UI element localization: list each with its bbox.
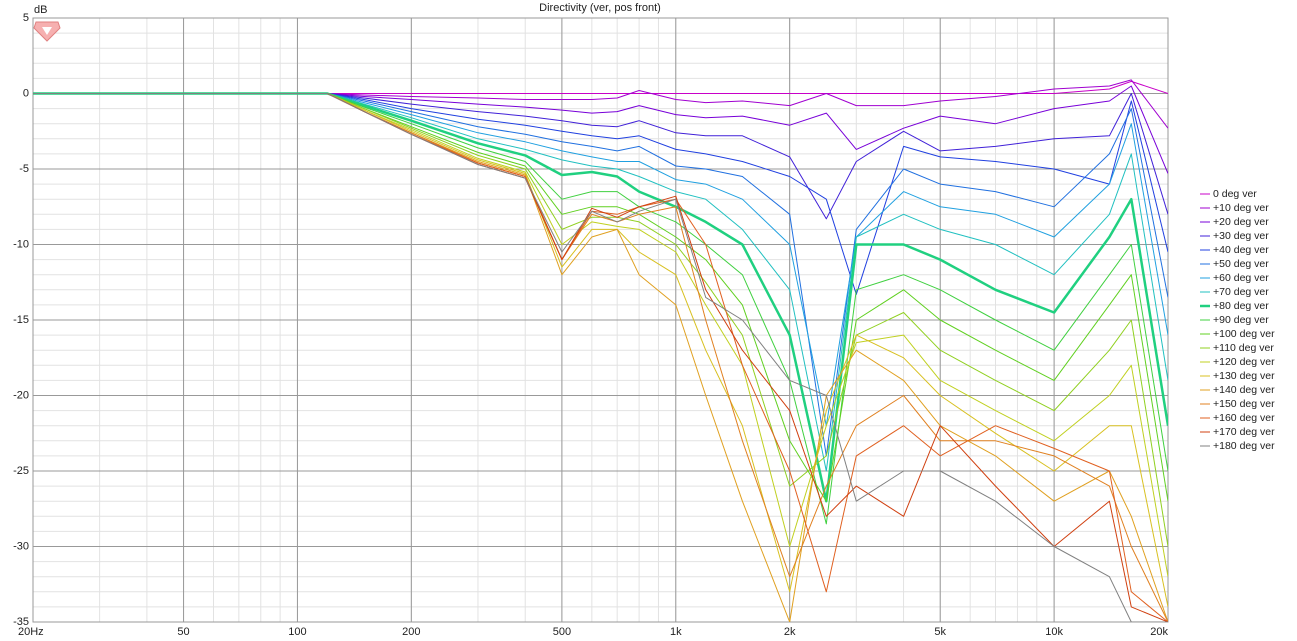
legend-label: +70 deg ver [1213,286,1269,298]
legend-label: +90 deg ver [1213,314,1269,326]
legend-label: +20 deg ver [1213,216,1269,228]
x-tick-label: 10k [1045,626,1063,638]
legend-label: +160 deg ver [1213,412,1275,424]
y-tick-label: -35 [13,616,29,628]
series-line [33,93,1168,472]
x-tick-label: 500 [553,626,571,638]
legend-label: +100 deg ver [1213,328,1275,340]
chart-title: Directivity (ver, pos front) [539,2,661,14]
x-tick-label: 2k [784,626,796,638]
series-line [33,93,1168,295]
series-line [33,93,1168,525]
series-line [33,93,1168,457]
legend-label: +60 deg ver [1213,272,1269,284]
legend-label: +30 deg ver [1213,230,1269,242]
x-tick-label: 20k [1150,626,1168,638]
x-tick-label: 20Hz [18,626,44,638]
series-line [33,93,1168,607]
legend-label: +10 deg ver [1213,202,1269,214]
series-line [33,93,1168,427]
legend-label: +170 deg ver [1213,426,1275,438]
x-tick-label: 5k [934,626,946,638]
series-line [33,93,1168,220]
series-line [33,93,1168,547]
series-line [33,79,1168,129]
legend-label: +180 deg ver [1213,440,1275,452]
y-tick-label: -10 [13,238,29,250]
y-tick-label: -15 [13,314,29,326]
series-lines [33,79,1168,622]
series-line [33,85,1168,174]
y-tick-label: 5 [23,12,29,24]
legend-label: +130 deg ver [1213,370,1275,382]
x-tick-label: 50 [177,626,189,638]
series-line [33,80,1168,94]
legend-label: +50 deg ver [1213,258,1269,270]
x-tick-label: 100 [288,626,306,638]
legend-label: 0 deg ver [1213,188,1257,200]
y-tick-label: -5 [19,163,29,175]
x-tick-label: 200 [402,626,420,638]
legend-label: +140 deg ver [1213,384,1275,396]
y-tick-label: 0 [23,87,29,99]
legend-label: +80 deg ver [1213,300,1269,312]
grid [32,17,1169,623]
y-tick-label: -25 [13,465,29,477]
logo [33,21,61,42]
legend-label: +110 deg ver [1213,342,1274,354]
series-line [33,93,1168,622]
legend-label: +120 deg ver [1213,356,1275,368]
y-tick-label: -20 [13,389,29,401]
y-tick-label: -30 [13,540,29,552]
y-axis-label: dB [34,4,47,16]
legend-label: +40 deg ver [1213,244,1269,256]
legend-label: +150 deg ver [1213,398,1275,410]
x-tick-label: 1k [670,626,682,638]
